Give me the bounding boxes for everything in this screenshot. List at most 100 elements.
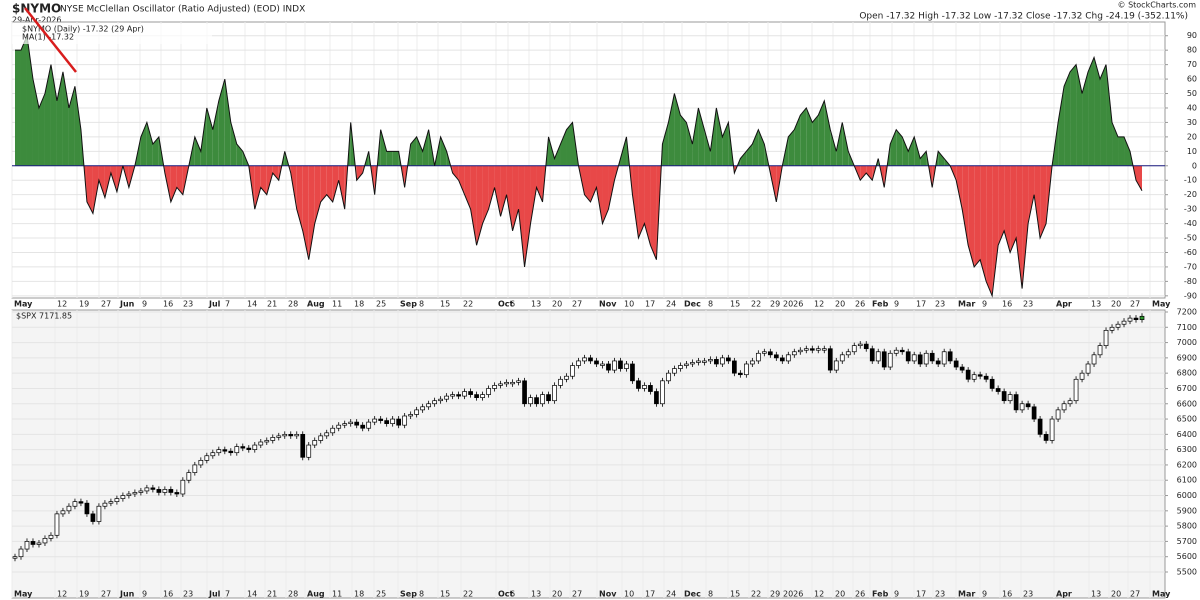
candle: [977, 374, 983, 377]
y-tick-label: 6100: [1177, 476, 1197, 485]
legend-bg: [12, 24, 212, 44]
candle: [564, 375, 569, 380]
candle: [90, 513, 96, 522]
area-fill: [320, 165, 327, 202]
area-fill: [422, 129, 429, 166]
x-tick-label: 28: [288, 300, 298, 309]
area-fill: [308, 165, 315, 260]
x-tick-label: 19: [79, 300, 89, 309]
x-tick-label: 9: [142, 590, 147, 599]
area-fill: [176, 165, 183, 195]
x-tick-label: 20: [1111, 300, 1121, 309]
area-fill: [812, 115, 819, 166]
area-fill: [1082, 71, 1089, 166]
x-tick-label: 15: [440, 590, 450, 599]
x-tick-label: 9: [142, 300, 147, 309]
area-fill: [1010, 165, 1017, 253]
area-fill: [260, 165, 267, 195]
x-tick-label: 21: [267, 300, 277, 309]
candle: [432, 400, 437, 405]
candle: [240, 446, 246, 449]
y-tick-label: 6200: [1177, 460, 1197, 469]
area-fill: [662, 122, 669, 166]
candle: [558, 378, 563, 386]
area-fill: [1094, 57, 1101, 166]
area-fill: [470, 165, 477, 246]
candle: [540, 394, 545, 405]
candle: [498, 383, 503, 386]
x-tick-label: 9: [982, 300, 987, 309]
x-tick-label: May: [1152, 300, 1171, 309]
candle: [72, 501, 78, 507]
area-fill: [44, 64, 51, 166]
area-fill: [494, 165, 501, 217]
x-tick-label: Sep: [400, 300, 417, 309]
y-tick-label: -20: [1184, 190, 1197, 199]
x-tick-label: 16: [163, 300, 173, 309]
area-fill: [668, 93, 675, 166]
candle: [360, 424, 366, 429]
candle: [504, 381, 509, 385]
area-fill: [686, 122, 693, 166]
area-fill: [602, 165, 609, 224]
candle: [1061, 403, 1067, 411]
candle: [833, 360, 839, 371]
area-fill: [392, 151, 399, 166]
area-fill: [488, 165, 495, 210]
candle: [1139, 315, 1145, 320]
y-tick-label: -90: [1184, 291, 1197, 300]
area-fill: [1076, 64, 1083, 166]
candle: [228, 450, 234, 454]
area-fill: [518, 165, 525, 267]
y-tick-label: -60: [1184, 248, 1197, 257]
area-fill: [386, 151, 393, 166]
x-tick-label: 12: [814, 300, 824, 309]
x-tick-label: 11: [332, 590, 342, 599]
candle: [827, 348, 833, 371]
x-tick-label: 9: [894, 590, 899, 599]
candle: [869, 348, 875, 362]
x-tick-label: 20: [552, 590, 562, 599]
y-tick-label: 5500: [1177, 567, 1197, 576]
candle: [881, 351, 887, 368]
candle: [720, 357, 725, 365]
y-tick-label: 7200: [1177, 307, 1197, 316]
candle: [702, 360, 707, 363]
candle: [378, 418, 384, 421]
candle: [288, 433, 294, 437]
area-fill: [692, 107, 699, 166]
area-fill: [1124, 136, 1131, 166]
candle: [306, 444, 312, 458]
y-tick-label: 6400: [1177, 430, 1197, 439]
x-tick-label: May: [14, 590, 33, 599]
candle: [348, 421, 354, 424]
candle: [684, 363, 689, 366]
oscillator-line: [15, 33, 1143, 298]
area-fill: [752, 129, 759, 166]
area-fill: [896, 129, 903, 166]
x-tick-label: 27: [1130, 300, 1140, 309]
candle: [875, 351, 881, 362]
candle: [845, 351, 851, 356]
y-tick-label: 90: [1187, 31, 1197, 40]
area-fill: [980, 165, 987, 282]
x-tick-label: 23: [935, 300, 945, 309]
candle: [546, 394, 551, 402]
candle: [911, 354, 917, 362]
x-tick-label: Dec: [684, 300, 701, 309]
y-tick-label: 6900: [1177, 353, 1197, 362]
area-fill: [1028, 165, 1035, 224]
area-fill: [890, 129, 897, 166]
area-fill: [680, 115, 687, 166]
candle: [851, 345, 857, 353]
area-fill: [68, 86, 75, 166]
x-tick-label: 12: [57, 300, 67, 309]
date: 29-Apr-2026: [12, 16, 61, 25]
area-fill: [902, 136, 909, 166]
area-fill: [920, 151, 927, 166]
candle: [414, 409, 419, 415]
x-tick-label: 26: [855, 300, 865, 309]
candle: [947, 351, 953, 362]
candle: [180, 479, 186, 495]
area-fill: [584, 165, 591, 202]
